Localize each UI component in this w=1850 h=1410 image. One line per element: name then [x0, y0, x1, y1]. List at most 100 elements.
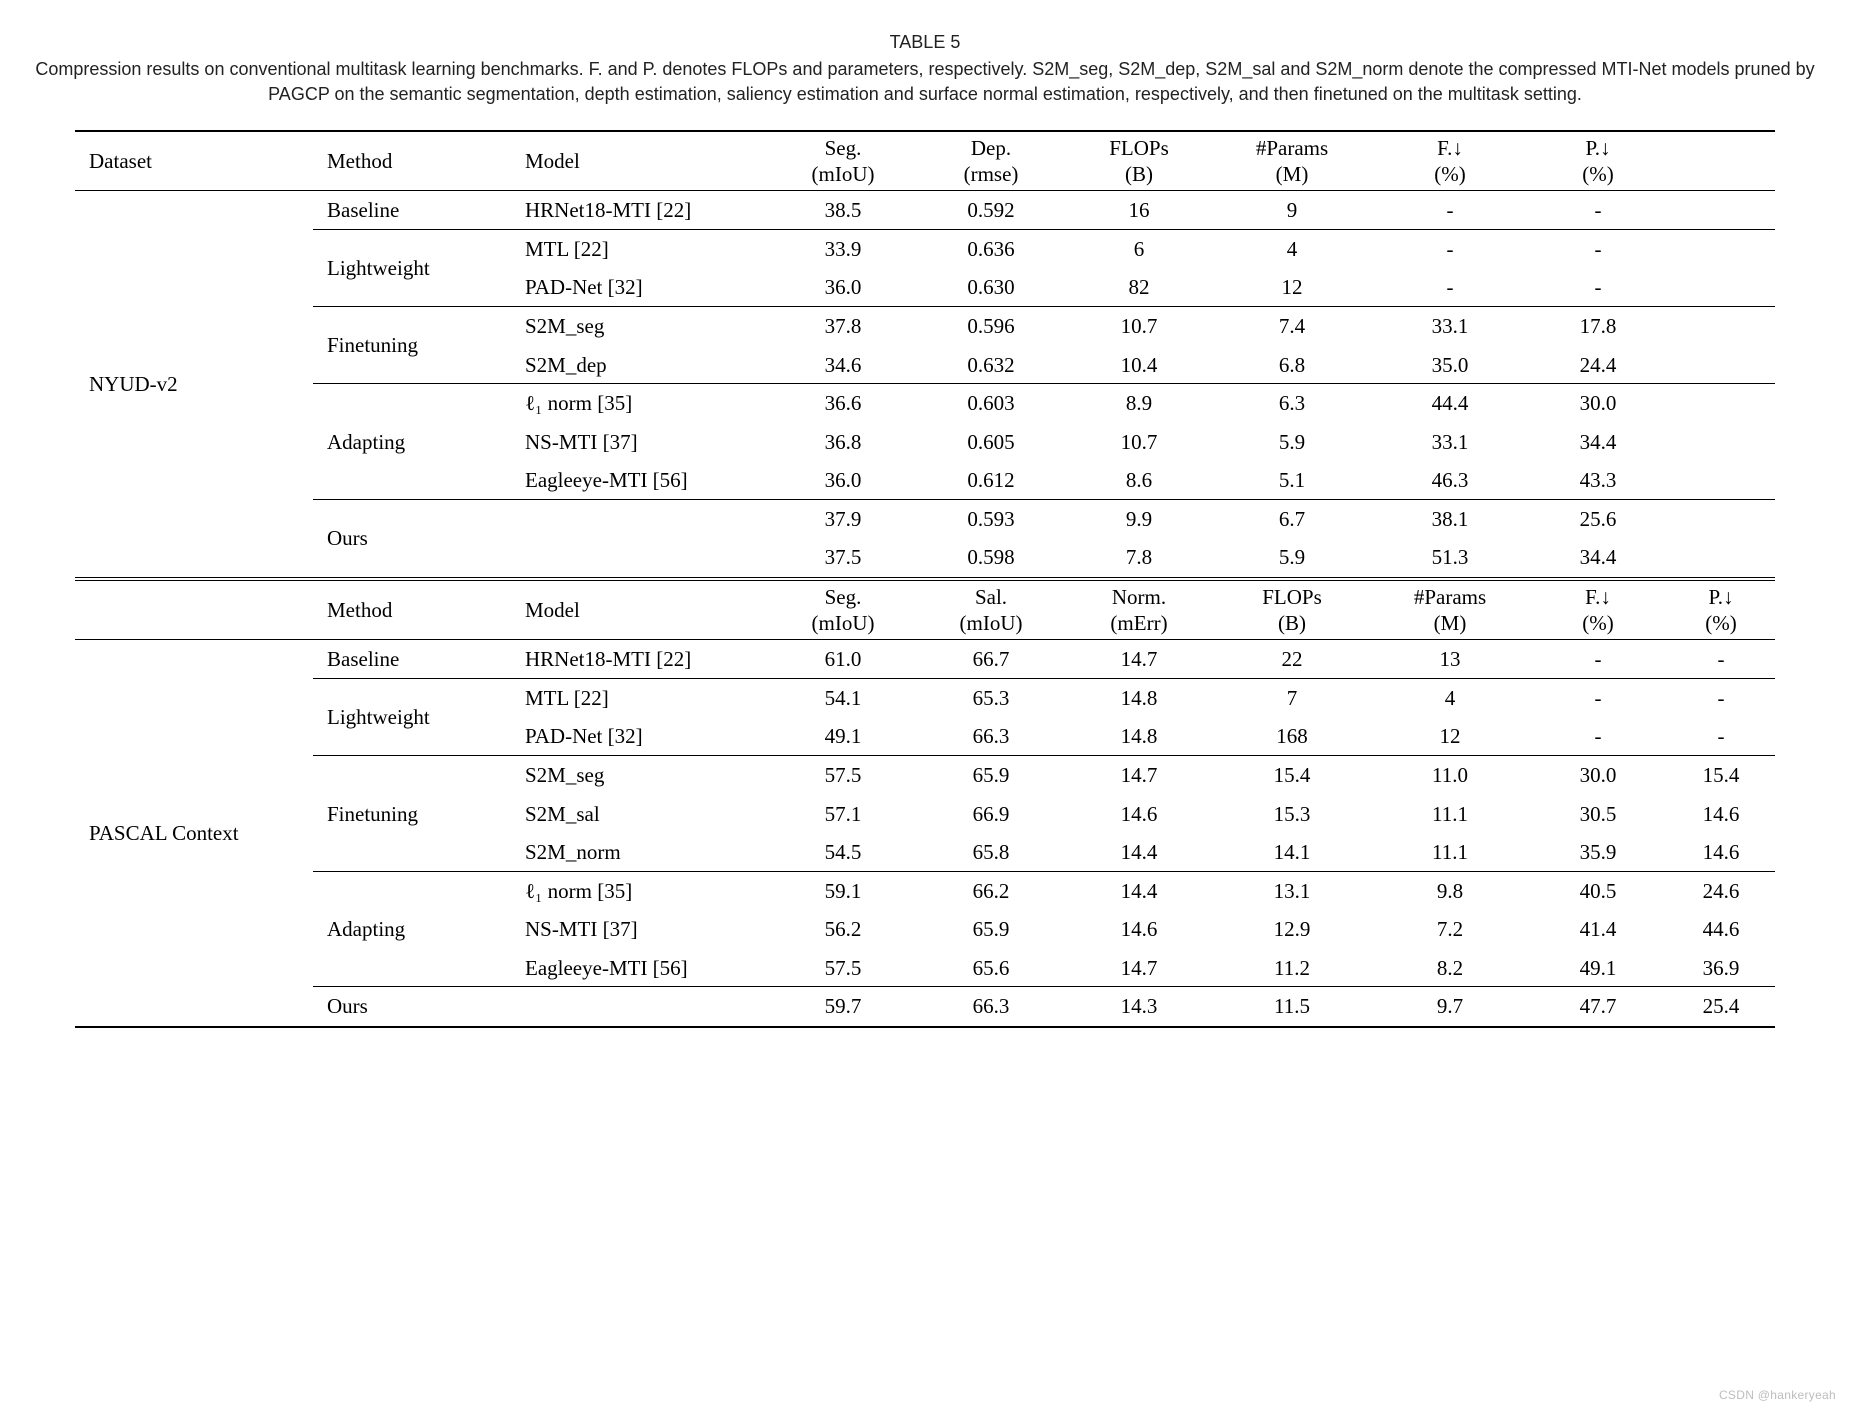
- value-cell: 34.4: [1529, 538, 1667, 579]
- value-cell: -: [1667, 640, 1775, 679]
- col-header: F.↓(%): [1371, 131, 1529, 191]
- value-cell: 14.8: [1065, 717, 1213, 756]
- method-name: Ours: [313, 500, 769, 579]
- model-name: HRNet18-MTI [22]: [511, 191, 769, 230]
- value-cell: 49.1: [1529, 949, 1667, 988]
- value-cell: 0.592: [917, 191, 1065, 230]
- method-name: Ours: [313, 987, 769, 1027]
- value-cell: 11.1: [1371, 833, 1529, 872]
- value-cell: 43.3: [1529, 461, 1667, 500]
- value-cell: 66.3: [917, 717, 1065, 756]
- value-cell: 10.4: [1065, 346, 1213, 385]
- value-cell: 14.4: [1065, 872, 1213, 911]
- col-header: P.↓(%): [1529, 131, 1667, 191]
- model-name: S2M_sal: [511, 795, 769, 834]
- value-cell: 33.9: [769, 230, 917, 269]
- value-cell: 12: [1371, 717, 1529, 756]
- value-cell: 15.3: [1213, 795, 1371, 834]
- value-cell: 34.4: [1529, 423, 1667, 462]
- value-cell: 33.1: [1371, 307, 1529, 346]
- value-cell: 66.2: [917, 872, 1065, 911]
- dataset-name: NYUD-v2: [75, 191, 313, 579]
- value-cell: 82: [1065, 268, 1213, 307]
- value-cell: 6: [1065, 230, 1213, 269]
- method-name: Adapting: [313, 872, 511, 988]
- method-name: Baseline: [313, 640, 511, 679]
- value-cell: 14.7: [1065, 949, 1213, 988]
- value-cell: 37.8: [769, 307, 917, 346]
- model-name: S2M_seg: [511, 307, 769, 346]
- value-cell: 7.8: [1065, 538, 1213, 579]
- model-name: S2M_norm: [511, 833, 769, 872]
- value-cell: 38.5: [769, 191, 917, 230]
- value-cell: 49.1: [769, 717, 917, 756]
- model-name: S2M_dep: [511, 346, 769, 385]
- dataset-name: PASCAL Context: [75, 640, 313, 1027]
- value-cell: 0.612: [917, 461, 1065, 500]
- method-name: Adapting: [313, 384, 511, 500]
- value-cell: 30.5: [1529, 795, 1667, 834]
- value-cell: 13.1: [1213, 872, 1371, 911]
- value-cell: 54.1: [769, 679, 917, 718]
- col-method: Method: [313, 131, 511, 191]
- value-cell: 35.9: [1529, 833, 1667, 872]
- value-cell: 12.9: [1213, 910, 1371, 949]
- value-cell: 56.2: [769, 910, 917, 949]
- value-cell: 24.4: [1529, 346, 1667, 385]
- value-cell: 61.0: [769, 640, 917, 679]
- col-header: FLOPs(B): [1065, 131, 1213, 191]
- value-cell: 14.6: [1065, 910, 1213, 949]
- table-caption: TABLE 5 Compression results on conventio…: [35, 30, 1815, 106]
- value-cell: 24.6: [1667, 872, 1775, 911]
- value-cell: 41.4: [1529, 910, 1667, 949]
- value-cell: 7: [1213, 679, 1371, 718]
- value-cell: 0.605: [917, 423, 1065, 462]
- col-header: Sal.(mIoU): [917, 579, 1065, 640]
- value-cell: 15.4: [1213, 756, 1371, 795]
- col-header: #Params(M): [1213, 131, 1371, 191]
- model-name: MTL [22]: [511, 230, 769, 269]
- col-model: Model: [511, 131, 769, 191]
- col-header: #Params(M): [1371, 579, 1529, 640]
- caption-text: Compression results on conventional mult…: [35, 59, 1814, 103]
- col-header: FLOPs(B): [1213, 579, 1371, 640]
- value-cell: 7.2: [1371, 910, 1529, 949]
- model-name: Eagleeye-MTI [56]: [511, 461, 769, 500]
- value-cell: 40.5: [1529, 872, 1667, 911]
- value-cell: 9.8: [1371, 872, 1529, 911]
- value-cell: 66.9: [917, 795, 1065, 834]
- value-cell: -: [1529, 268, 1667, 307]
- value-cell: 9.7: [1371, 987, 1529, 1027]
- value-cell: 37.9: [769, 500, 917, 539]
- col-header: P.↓(%): [1667, 579, 1775, 640]
- method-name: Baseline: [313, 191, 511, 230]
- value-cell: 57.1: [769, 795, 917, 834]
- value-cell: 25.6: [1529, 500, 1667, 539]
- model-name: MTL [22]: [511, 679, 769, 718]
- col-header: Norm.(mErr): [1065, 579, 1213, 640]
- value-cell: -: [1667, 717, 1775, 756]
- col-header: F.↓(%): [1529, 579, 1667, 640]
- value-cell: -: [1529, 679, 1667, 718]
- value-cell: 65.6: [917, 949, 1065, 988]
- value-cell: 14.8: [1065, 679, 1213, 718]
- value-cell: 14.3: [1065, 987, 1213, 1027]
- value-cell: 46.3: [1371, 461, 1529, 500]
- model-name: PAD-Net [32]: [511, 268, 769, 307]
- value-cell: 66.7: [917, 640, 1065, 679]
- value-cell: 14.6: [1065, 795, 1213, 834]
- value-cell: -: [1529, 191, 1667, 230]
- value-cell: 65.9: [917, 910, 1065, 949]
- model-name: ℓ₁ norm [35]: [511, 384, 769, 423]
- value-cell: 36.8: [769, 423, 917, 462]
- value-cell: 6.8: [1213, 346, 1371, 385]
- value-cell: 54.5: [769, 833, 917, 872]
- value-cell: 6.7: [1213, 500, 1371, 539]
- model-name: S2M_seg: [511, 756, 769, 795]
- value-cell: 4: [1371, 679, 1529, 718]
- value-cell: 0.603: [917, 384, 1065, 423]
- value-cell: 5.9: [1213, 423, 1371, 462]
- value-cell: 44.4: [1371, 384, 1529, 423]
- value-cell: 14.7: [1065, 756, 1213, 795]
- model-name: PAD-Net [32]: [511, 717, 769, 756]
